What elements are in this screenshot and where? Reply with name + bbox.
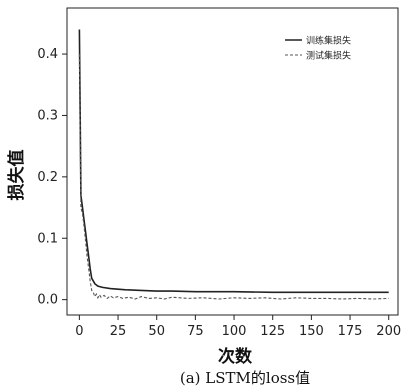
y-axis-ticks: 0.0 0.1 0.2 0.3 0.4 [37, 47, 67, 308]
plot-frame [66, 7, 399, 316]
y-tick-label: 0.3 [37, 108, 58, 123]
train-loss-line [78, 29, 389, 294]
x-tick-label: 0 [75, 324, 83, 339]
legend-label: 训练集损失 [306, 35, 351, 47]
figure-caption: (a) LSTM的loss值 [180, 369, 310, 387]
x-tick-label: 125 [260, 324, 285, 339]
x-tick-label: 200 [376, 324, 401, 339]
legend-label: 测试集损失 [306, 50, 351, 62]
y-tick-label: 0.2 [37, 170, 58, 185]
y-axis-label: 损失值 [6, 150, 27, 201]
x-tick-label: 150 [299, 324, 324, 339]
series-layer [78, 29, 389, 300]
x-axis-ticks: 0 25 50 75 100 125 150 175 200 [75, 315, 401, 339]
plot-border [66, 7, 399, 316]
x-tick-label: 25 [110, 324, 127, 339]
test-loss-line [78, 53, 389, 300]
x-tick-label: 50 [148, 324, 165, 339]
y-tick-label: 0.1 [37, 231, 58, 246]
y-tick-label: 0.4 [37, 47, 58, 62]
x-tick-label: 175 [338, 324, 363, 339]
x-tick-label: 75 [187, 324, 204, 339]
x-tick-label: 100 [222, 324, 247, 339]
y-tick-label: 0.0 [37, 293, 58, 308]
x-axis-label: 次数 [218, 346, 253, 367]
